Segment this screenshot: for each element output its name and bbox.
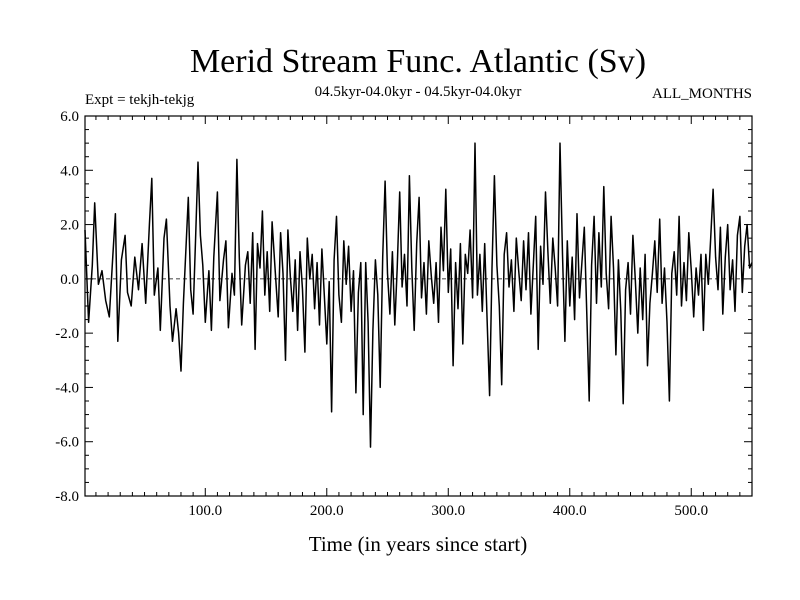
experiment-label: Expt = tekjh-tekjg: [85, 92, 195, 108]
y-tick-label: 4.0: [60, 163, 79, 179]
x-tick-label: 100.0: [188, 503, 222, 519]
x-axis-label: Time (in years since start): [309, 532, 528, 556]
y-tick-label: 0.0: [60, 272, 79, 288]
x-tick-label: 300.0: [431, 503, 465, 519]
plot-frame: [84, 115, 753, 497]
x-tick-label: 500.0: [674, 503, 708, 519]
y-tick-label: -4.0: [55, 380, 79, 396]
chart-title: Merid Stream Func. Atlantic (Sv): [190, 43, 646, 80]
axis-tick-labels: -8.0 -6.0 -4.0 -2.0 0.0 2.0 4.0 6.0 100.0 200.0 30…: [55, 109, 708, 519]
y-tick-label: -2.0: [55, 326, 79, 342]
y-tick-label: 2.0: [60, 218, 79, 234]
months-label: ALL_MONTHS: [652, 86, 752, 102]
chart-subtitle: 04.5kyr-04.0kyr - 04.5kyr-04.0kyr: [315, 84, 522, 100]
series-line: [84, 142, 753, 448]
x-tick-label: 200.0: [310, 503, 344, 519]
y-tick-label: 6.0: [60, 109, 79, 125]
series-group: [84, 142, 753, 448]
y-tick-label: -8.0: [55, 489, 79, 505]
axis-ticks: [85, 115, 753, 497]
y-tick-label: -6.0: [55, 435, 79, 451]
x-tick-label: 400.0: [553, 503, 587, 519]
